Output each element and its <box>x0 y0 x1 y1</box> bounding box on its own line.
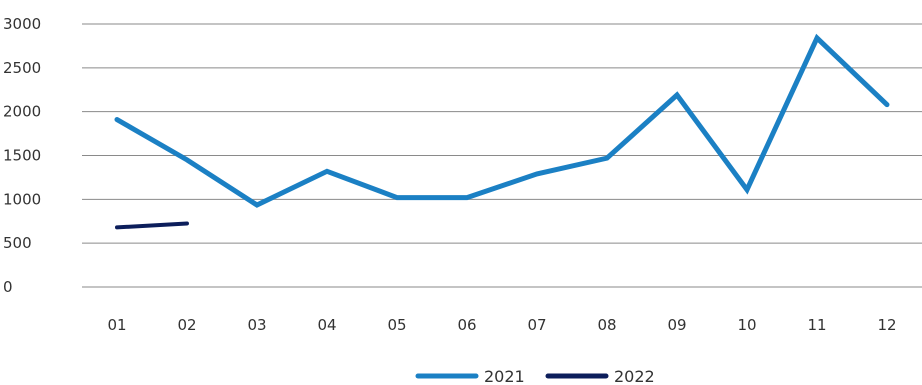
legend-item-2022: 2022 <box>545 367 655 385</box>
x-tick-label-01: 01 <box>107 316 126 334</box>
y-tick-label-500: 500 <box>3 234 32 252</box>
legend-label-2022: 2022 <box>614 367 655 385</box>
y-tick-label-3000: 3000 <box>3 15 41 33</box>
y-tick-label-1500: 1500 <box>3 147 41 165</box>
y-axis-tick-labels: 0 500 1000 1500 2000 2500 3000 <box>3 15 41 296</box>
x-tick-label-07: 07 <box>527 316 546 334</box>
x-tick-label-10: 10 <box>737 316 756 334</box>
x-tick-label-03: 03 <box>247 316 266 334</box>
x-tick-label-11: 11 <box>807 316 826 334</box>
y-tick-label-1000: 1000 <box>3 190 41 208</box>
series-line-2021 <box>114 33 890 208</box>
x-tick-label-04: 04 <box>317 316 336 334</box>
y-tick-label-2000: 2000 <box>3 103 41 121</box>
x-tick-label-09: 09 <box>667 316 686 334</box>
series-lines <box>114 33 890 230</box>
x-tick-label-12: 12 <box>877 316 896 334</box>
legend: 2021 2022 <box>415 367 655 385</box>
y-tick-label-2500: 2500 <box>3 59 41 77</box>
x-tick-label-05: 05 <box>387 316 406 334</box>
x-axis-tick-labels: 01 02 03 04 05 06 07 08 09 10 11 12 <box>107 316 896 334</box>
legend-label-2021: 2021 <box>484 367 525 385</box>
series-line-2022 <box>115 221 189 230</box>
y-tick-label-0: 0 <box>3 278 13 296</box>
gridlines <box>82 23 922 288</box>
x-tick-label-02: 02 <box>177 316 196 334</box>
legend-item-2021: 2021 <box>415 367 525 385</box>
x-tick-label-06: 06 <box>457 316 476 334</box>
x-tick-label-08: 08 <box>597 316 616 334</box>
